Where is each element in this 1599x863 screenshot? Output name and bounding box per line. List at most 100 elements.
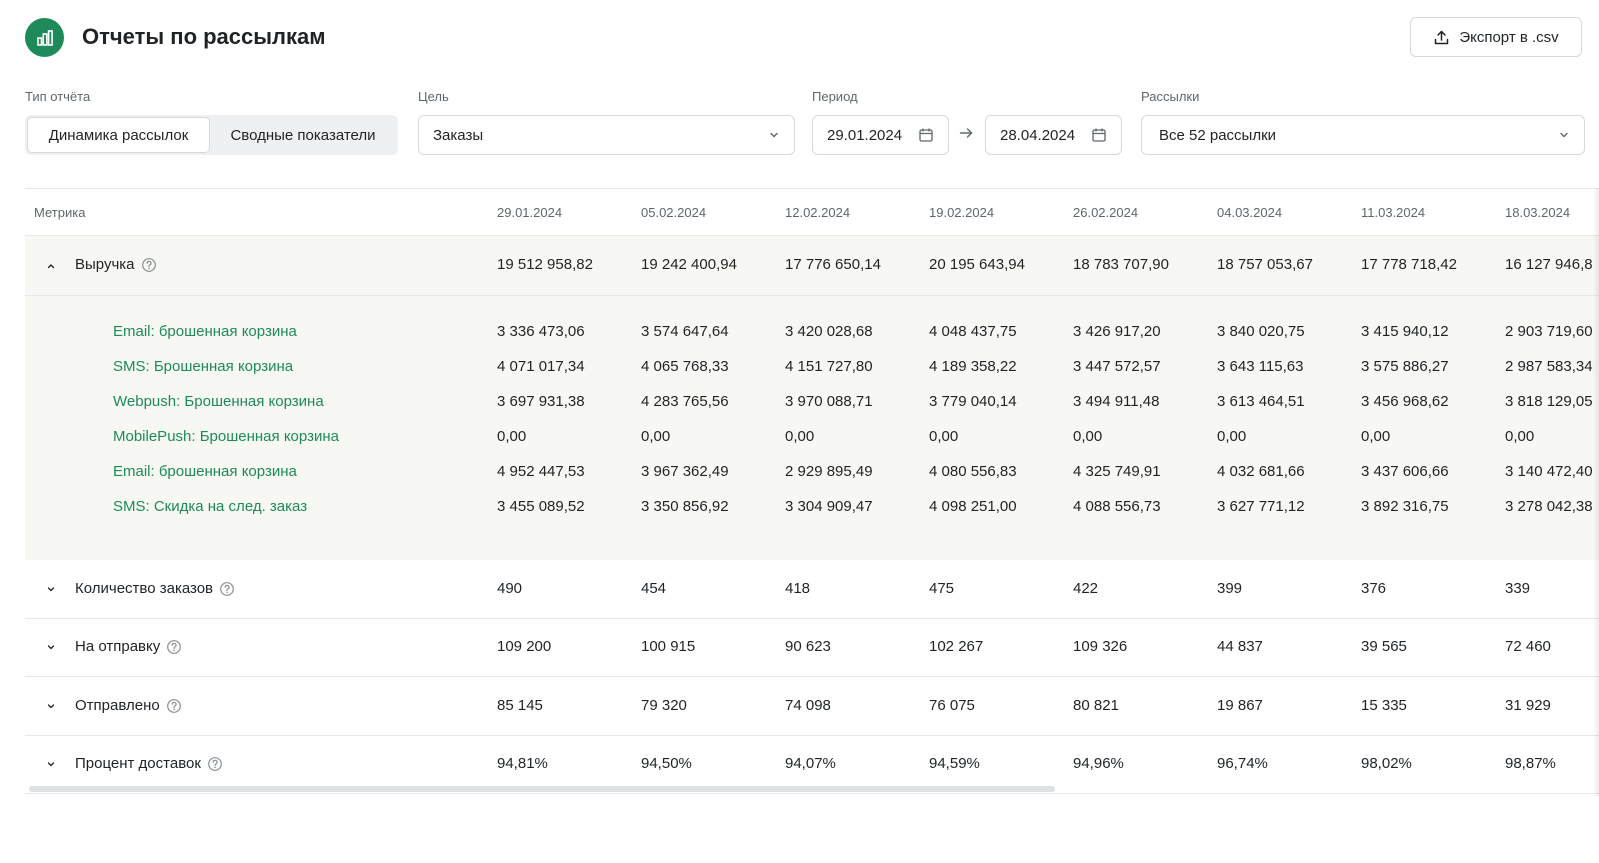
report-type-toggle[interactable]: Динамика рассылок Сводные показатели	[25, 115, 398, 155]
date-from-value: 29.01.2024	[827, 126, 903, 144]
date-column-header: 29.01.2024	[497, 205, 563, 220]
metric-label: Количество заказов	[75, 580, 214, 597]
chevron-up-icon[interactable]	[45, 260, 57, 272]
mailing-link[interactable]: SMS: Скидка на след. заказ	[113, 498, 308, 515]
table-row-revenue[interactable]: Выручка 19 512 958,82 19 242 400,94 17 7…	[25, 236, 1599, 296]
export-csv-button[interactable]: Экспорт в .csv	[1410, 17, 1582, 57]
mailing-link[interactable]: Email: брошенная корзина	[113, 323, 297, 340]
date-column-header: 11.03.2024	[1361, 205, 1426, 220]
chevron-down-icon[interactable]	[45, 583, 57, 595]
table-cell: 4 952 447,53	[497, 463, 585, 480]
table-cell: 98,02%	[1361, 755, 1412, 772]
table-cell: 0,00	[1361, 428, 1391, 445]
table-cell: 85 145	[497, 697, 543, 714]
table-cell: 96,74%	[1217, 755, 1268, 772]
table-cell: 3 447 572,57	[1073, 358, 1161, 375]
table-cell: 3 278 042,38	[1505, 498, 1593, 515]
question-circle-icon[interactable]	[166, 698, 182, 714]
report-type-summary[interactable]: Сводные показатели	[230, 126, 376, 144]
date-column-header: 05.02.2024	[641, 205, 707, 220]
table-cell: 94,50%	[641, 755, 692, 772]
goal-select[interactable]: Заказы	[418, 115, 795, 155]
table-cell: 94,59%	[929, 755, 980, 772]
table-cell: 19 867	[1217, 697, 1263, 714]
table-cell: 74 098	[785, 697, 831, 714]
table-header: Метрика 29.01.2024 05.02.2024 12.02.2024…	[25, 188, 1599, 236]
table-row-to-send[interactable]: На отправку 109 200 100 915 90 623 102 2…	[25, 619, 1599, 677]
mailing-link[interactable]: MobilePush: Брошенная корзина	[113, 428, 339, 445]
metric-label: Процент доставок	[75, 755, 201, 772]
table-cell: 3 456 968,62	[1361, 393, 1449, 410]
report-type-dynamics[interactable]: Динамика рассылок	[27, 117, 210, 153]
table-cell: 376	[1361, 580, 1387, 597]
table-cell: 2 903 719,60	[1505, 323, 1593, 340]
page-title: Отчеты по рассылкам	[82, 24, 326, 49]
date-column-header: 19.02.2024	[929, 205, 995, 220]
table-cell: 3 420 028,68	[785, 323, 873, 340]
metric-label: На отправку	[75, 638, 161, 655]
horizontal-scrollbar[interactable]	[29, 786, 1055, 792]
table-row-delivery-rate[interactable]: Процент доставок 94,81% 94,50% 94,07% 94…	[25, 736, 1599, 794]
table-cell: 2 987 583,34	[1505, 358, 1593, 375]
mailings-label: Рассылки	[1141, 89, 1200, 104]
mailing-link[interactable]: Email: брошенная корзина	[113, 463, 297, 480]
mailing-link[interactable]: Webpush: Брошенная корзина	[113, 393, 324, 410]
table-cell: 3 415 940,12	[1361, 323, 1449, 340]
date-column-header: 26.02.2024	[1073, 205, 1139, 220]
table-cell: 80 821	[1073, 697, 1119, 714]
mailings-select[interactable]: Все 52 рассылки	[1141, 115, 1585, 155]
mailing-link[interactable]: SMS: Брошенная корзина	[113, 358, 294, 375]
table-cell: 0,00	[929, 428, 959, 445]
question-circle-icon[interactable]	[166, 639, 182, 655]
table-cell: 19 512 958,82	[497, 256, 593, 273]
table-cell: 3 455 089,52	[497, 498, 585, 515]
table-cell: 3 575 886,27	[1361, 358, 1449, 375]
table-row-orders-count[interactable]: Количество заказов 490 454 418 475 422 3…	[25, 560, 1599, 619]
table-cell: 3 426 917,20	[1073, 323, 1161, 340]
table-cell: 4 088 556,73	[1073, 498, 1161, 515]
date-to-value: 28.04.2024	[1000, 126, 1076, 144]
chevron-down-icon[interactable]	[45, 758, 57, 770]
table-cell: 0,00	[497, 428, 527, 445]
chevron-down-icon[interactable]	[45, 641, 57, 653]
table-cell: 4 325 749,91	[1073, 463, 1161, 480]
table-cell: 3 967 362,49	[641, 463, 729, 480]
table-cell: 109 326	[1073, 638, 1128, 655]
metric-label-wrap: Отправлено	[75, 697, 182, 714]
table-cell: 4 048 437,75	[929, 323, 1017, 340]
table-cell: 3 437 606,66	[1361, 463, 1449, 480]
period-label: Период	[812, 89, 858, 104]
date-from-input[interactable]: 29.01.2024	[812, 115, 949, 155]
table-row-sent[interactable]: Отправлено 85 145 79 320 74 098 76 075 8…	[25, 677, 1599, 736]
table-cell: 3 574 647,64	[641, 323, 729, 340]
metric-label-wrap: На отправку	[75, 638, 182, 655]
table-cell: 19 242 400,94	[641, 256, 737, 273]
table-cell: 3 304 909,47	[785, 498, 873, 515]
table-cell: 31 929	[1505, 697, 1551, 714]
table-cell: 339	[1505, 580, 1531, 597]
table-cell: 18 757 053,67	[1217, 256, 1313, 273]
question-circle-icon[interactable]	[207, 756, 223, 772]
table-cell: 4 071 017,34	[497, 358, 585, 375]
table-cell: 102 267	[929, 638, 984, 655]
table-cell: 76 075	[929, 697, 975, 714]
chevron-down-icon[interactable]	[45, 700, 57, 712]
date-to-input[interactable]: 28.04.2024	[985, 115, 1122, 155]
table-cell: 3 140 472,40	[1505, 463, 1593, 480]
chevron-down-icon	[768, 129, 780, 141]
table-cell: 44 837	[1217, 638, 1263, 655]
table-cell: 3 613 464,51	[1217, 393, 1305, 410]
question-circle-icon[interactable]	[141, 257, 157, 273]
table-cell: 3 494 911,48	[1073, 393, 1160, 410]
table-cell: 3 818 129,05	[1505, 393, 1593, 410]
metric-label-wrap: Выручка	[75, 256, 157, 273]
table-cell: 3 892 316,75	[1361, 498, 1449, 515]
table-cell: 0,00	[1505, 428, 1535, 445]
goal-label: Цель	[418, 89, 449, 104]
table-cell: 3 970 088,71	[785, 393, 873, 410]
upload-icon	[1433, 29, 1450, 46]
table-cell: 399	[1217, 580, 1243, 597]
table-cell: 418	[785, 580, 811, 597]
question-circle-icon[interactable]	[219, 581, 235, 597]
table-cell: 100 915	[641, 638, 696, 655]
